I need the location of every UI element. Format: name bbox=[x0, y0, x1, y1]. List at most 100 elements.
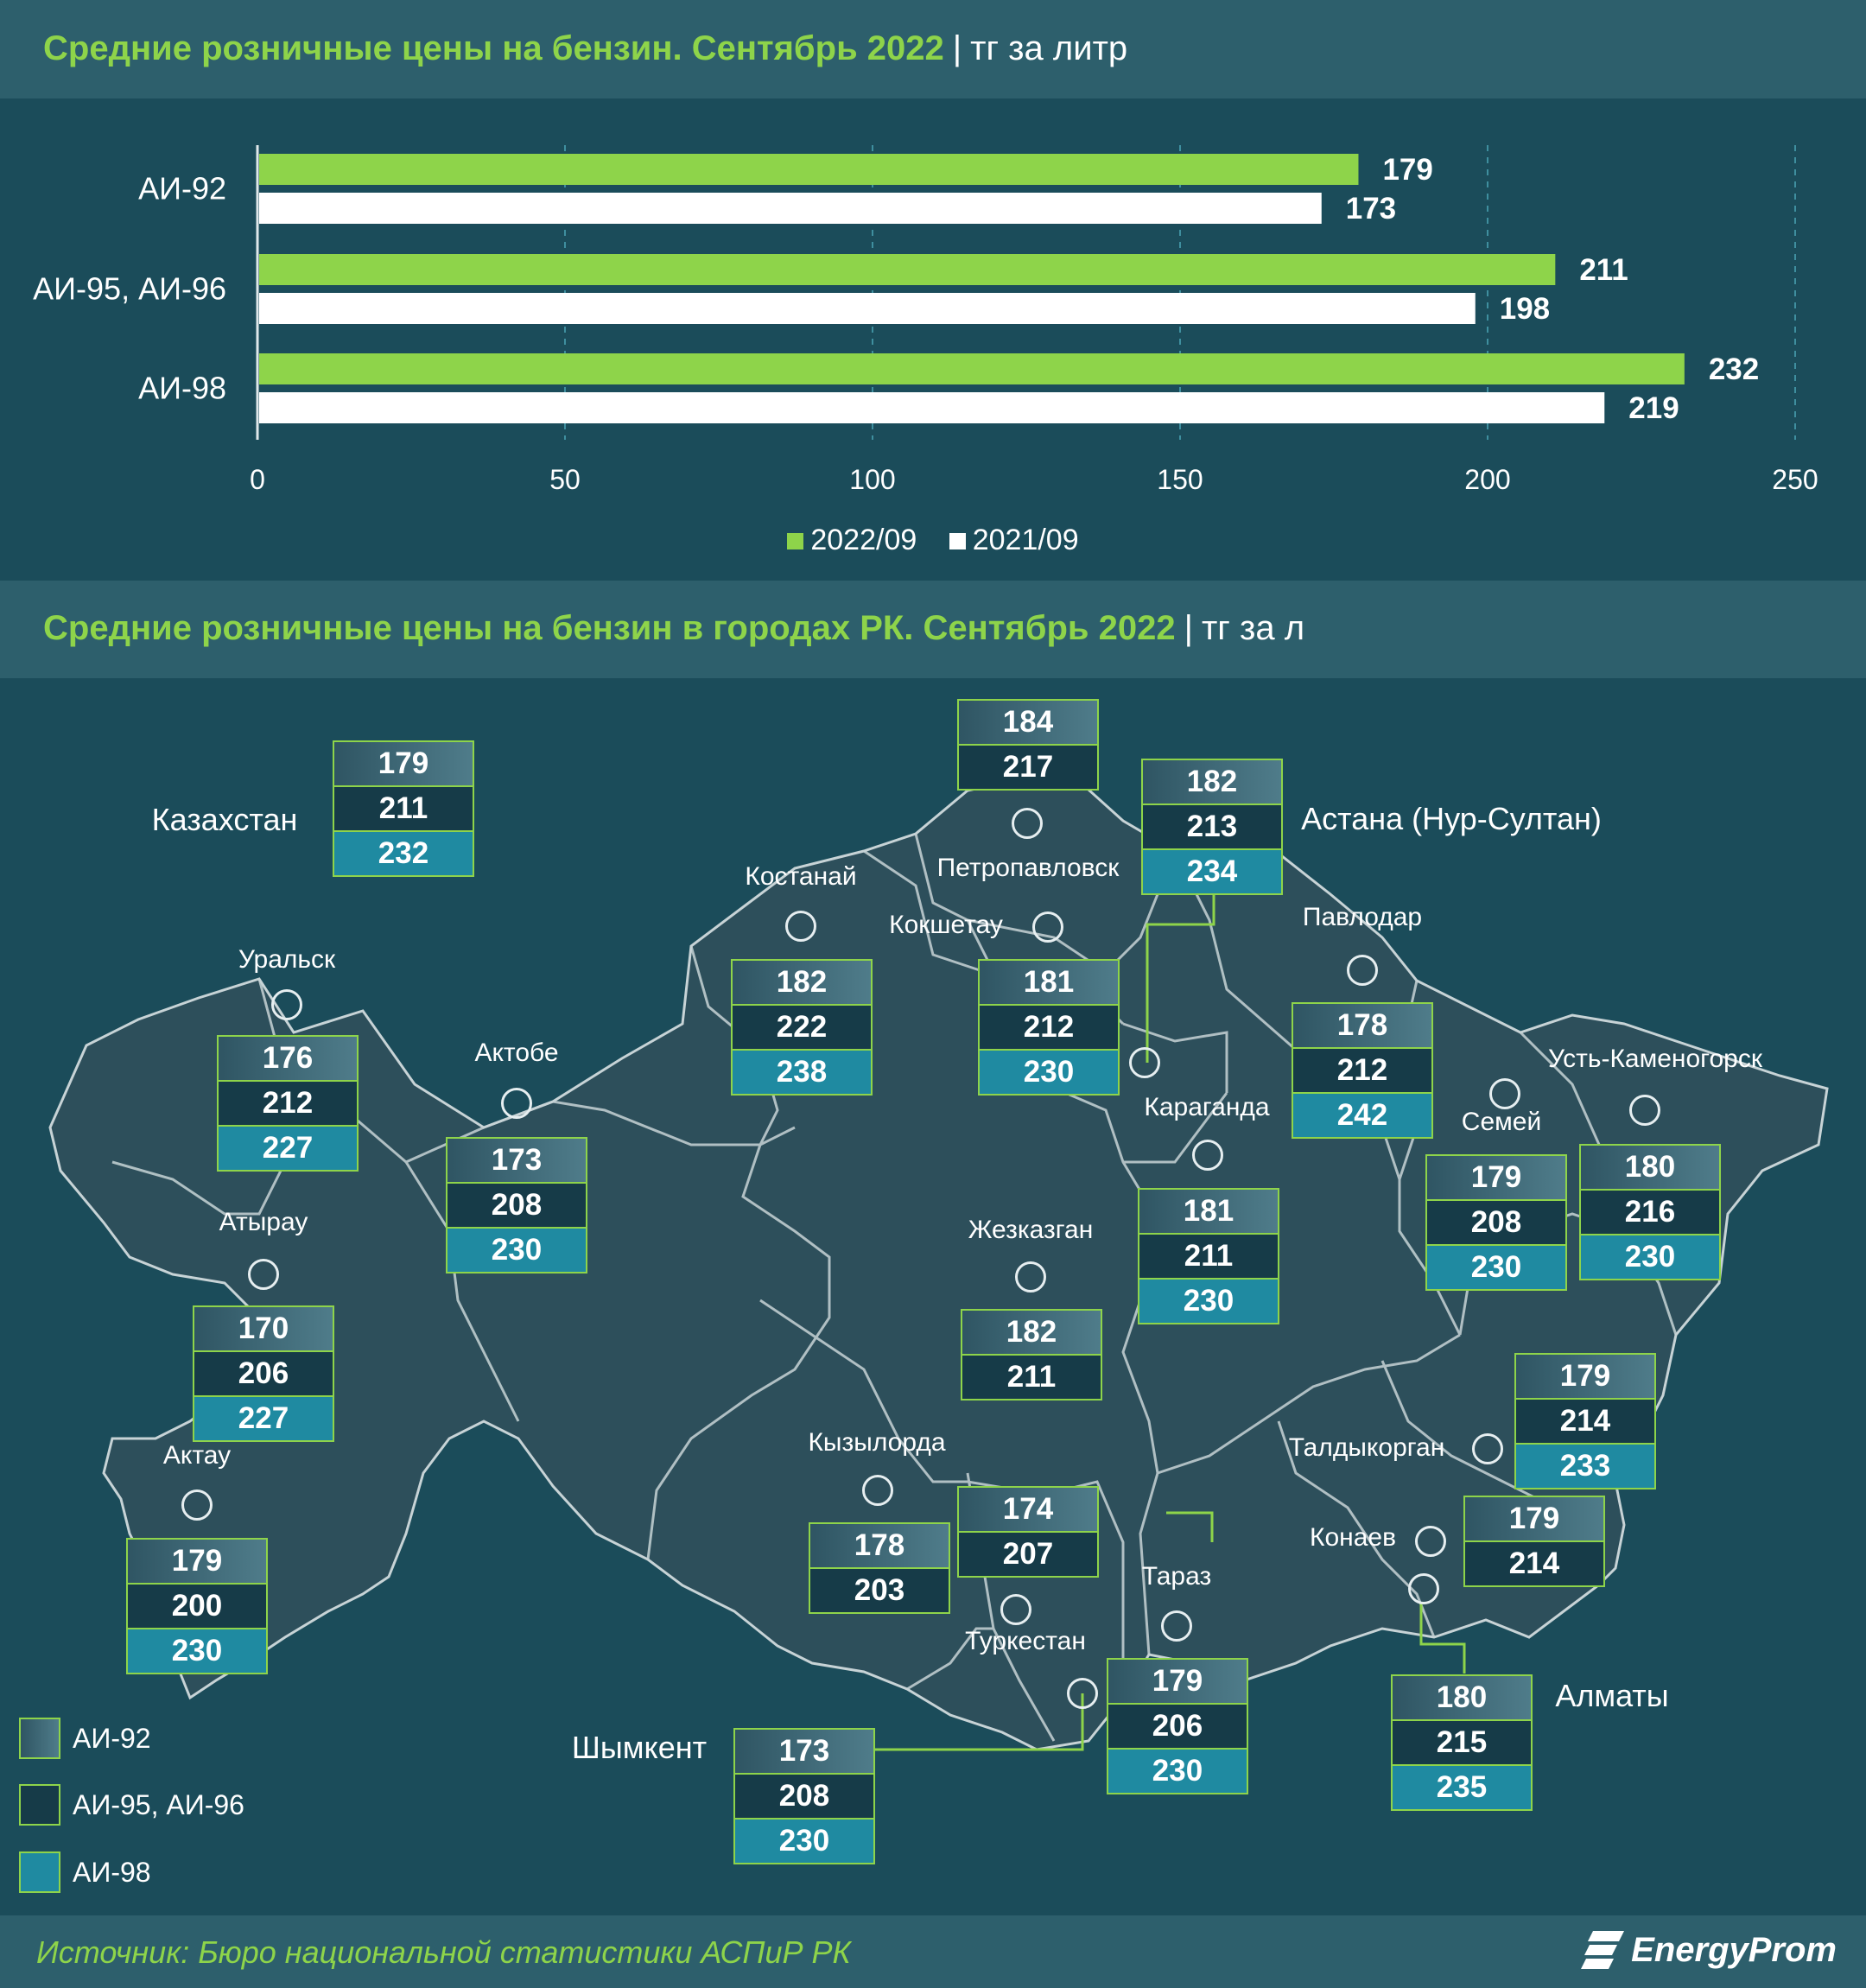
price-box-uralsk: 176 212 227 bbox=[217, 1035, 359, 1172]
price-ai95: 207 bbox=[959, 1533, 1097, 1576]
marker-semey bbox=[1489, 1078, 1520, 1109]
bar-value-label: 179 bbox=[1382, 153, 1432, 187]
marker-turkestan bbox=[1000, 1594, 1031, 1625]
city-label-aktau: Актау bbox=[162, 1441, 232, 1470]
category-label: АИ-98 bbox=[138, 371, 226, 406]
price-ai95: 214 bbox=[1516, 1400, 1654, 1445]
price-ai98: 227 bbox=[194, 1397, 333, 1440]
city-label-shymkent: Шымкент bbox=[571, 1730, 708, 1765]
price-ai95: 203 bbox=[810, 1569, 949, 1612]
price-ai92: 173 bbox=[447, 1139, 586, 1184]
city-label-ust-kamenogorsk: Усть-Каменогорск bbox=[1548, 1045, 1762, 1073]
price-ai92: 176 bbox=[219, 1037, 357, 1082]
price-ai95: 214 bbox=[1465, 1542, 1603, 1585]
price-ai92: 182 bbox=[733, 961, 871, 1006]
price-box-kostanay: 182 222 238 bbox=[731, 959, 873, 1096]
price-ai98: 230 bbox=[735, 1820, 873, 1863]
x-tick-label: 150 bbox=[1157, 464, 1203, 495]
price-ai98: 232 bbox=[334, 832, 473, 875]
price-ai98: 230 bbox=[128, 1629, 266, 1673]
price-box-kazakhstan: 179 211 232 bbox=[333, 740, 474, 877]
fuel-price-bar-chart: 0 50 100 150 200 250 АИ-92 179 173 АИ-95, АИ-96 21… bbox=[33, 145, 1818, 495]
price-ai92: 179 bbox=[128, 1540, 266, 1585]
price-box-astana: 182 213 234 bbox=[1141, 759, 1283, 895]
city-label-kyzylorda: Кызылорда bbox=[808, 1428, 946, 1457]
bar-value-label: 211 bbox=[1579, 253, 1628, 287]
price-ai95: 213 bbox=[1143, 805, 1281, 850]
marker-aktau bbox=[181, 1489, 213, 1521]
marker-pavlodar bbox=[1347, 955, 1378, 986]
price-box-turkestan: 174 207 bbox=[957, 1486, 1099, 1578]
kazakhstan-map bbox=[48, 776, 1829, 1751]
map-title-separator: | bbox=[1184, 609, 1193, 647]
price-ai92: 178 bbox=[1293, 1004, 1431, 1049]
price-box-kyzylorda: 178 203 bbox=[809, 1522, 950, 1614]
chart-title-band: Средние розничные цены на бензин. Сентяб… bbox=[0, 0, 1866, 98]
map-legend-swatch-ai98 bbox=[19, 1851, 60, 1893]
price-ai98: 235 bbox=[1393, 1766, 1531, 1809]
marker-aktobe bbox=[501, 1088, 532, 1119]
price-ai95: 212 bbox=[1293, 1049, 1431, 1094]
city-label-konaev: Конаев bbox=[1309, 1523, 1397, 1552]
price-box-konaev: 179 214 bbox=[1463, 1496, 1605, 1587]
price-ai92: 173 bbox=[735, 1730, 873, 1775]
price-ai95: 206 bbox=[194, 1352, 333, 1397]
price-ai95: 208 bbox=[447, 1184, 586, 1229]
price-ai95: 216 bbox=[1581, 1191, 1719, 1235]
x-tick-label: 50 bbox=[549, 464, 581, 495]
price-ai95: 212 bbox=[219, 1082, 357, 1127]
price-box-zhezkazgan: 182 211 bbox=[961, 1309, 1102, 1400]
price-ai95: 211 bbox=[334, 787, 473, 832]
legend-item-2021: 2021/09 bbox=[949, 524, 1079, 557]
price-box-semey: 179 208 230 bbox=[1425, 1154, 1567, 1291]
city-label-aktobe: Актобе bbox=[474, 1038, 559, 1067]
price-ai98: 234 bbox=[1143, 850, 1281, 893]
price-ai95: 215 bbox=[1393, 1721, 1531, 1766]
price-ai92: 170 bbox=[194, 1307, 333, 1352]
legend-label-2022: 2022/09 bbox=[810, 524, 917, 556]
price-ai95: 208 bbox=[735, 1775, 873, 1820]
price-box-almaty: 180 215 235 bbox=[1391, 1674, 1533, 1811]
chart-title-unit: тг за литр bbox=[970, 29, 1128, 67]
map-legend-label-ai92: АИ-92 bbox=[73, 1722, 151, 1754]
price-ai92: 180 bbox=[1581, 1146, 1719, 1191]
price-ai92: 179 bbox=[1108, 1660, 1247, 1705]
price-ai95: 200 bbox=[128, 1585, 266, 1629]
legend-swatch-2021 bbox=[949, 533, 966, 549]
city-label-taldykorgan: Талдыкорган bbox=[1288, 1433, 1445, 1462]
map-title-text: Средние розничные цены на бензин в город… bbox=[43, 609, 1176, 647]
x-tick-label: 250 bbox=[1772, 464, 1818, 495]
bar-2022-09 bbox=[259, 254, 1556, 285]
marker-kokshetau bbox=[1032, 911, 1063, 943]
price-ai92: 178 bbox=[810, 1524, 949, 1569]
city-label-almaty: Алматы bbox=[1555, 1678, 1669, 1713]
category-label: АИ-92 bbox=[138, 171, 226, 206]
price-ai92: 174 bbox=[959, 1488, 1097, 1533]
bar-2021-09 bbox=[259, 193, 1322, 224]
city-label-kokshetau: Кокшетау bbox=[889, 911, 1003, 939]
price-ai98: 230 bbox=[980, 1051, 1118, 1094]
bar-2021-09 bbox=[259, 293, 1476, 324]
legend-item-2022: 2022/09 bbox=[787, 524, 917, 557]
marker-karaganda bbox=[1192, 1140, 1223, 1171]
price-box-pavlodar: 178 212 242 bbox=[1292, 1002, 1433, 1139]
price-box-petropavlovsk: 184 217 bbox=[957, 699, 1099, 791]
price-ai92: 179 bbox=[1516, 1355, 1654, 1400]
x-tick-label: 200 bbox=[1464, 464, 1510, 495]
price-ai92: 179 bbox=[1465, 1497, 1603, 1542]
price-ai92: 179 bbox=[334, 742, 473, 787]
chart-legend: 2022/09 2021/09 bbox=[0, 524, 1866, 557]
price-ai98: 230 bbox=[447, 1229, 586, 1272]
price-ai95: 208 bbox=[1427, 1201, 1565, 1246]
map-legend-swatch-ai92 bbox=[19, 1718, 60, 1759]
price-ai98: 227 bbox=[219, 1127, 357, 1170]
price-ai98: 238 bbox=[733, 1051, 871, 1094]
price-ai95: 211 bbox=[1139, 1235, 1278, 1280]
marker-taraz bbox=[1161, 1610, 1192, 1642]
energyprom-logo-text: EnergyProm bbox=[1631, 1930, 1837, 1969]
price-ai92: 182 bbox=[962, 1311, 1101, 1356]
city-label-zhezkazgan: Жезказган bbox=[968, 1216, 1094, 1244]
kazakhstan-map-area: Казахстан Петропавловск Астана (Нур-Султ… bbox=[0, 678, 1866, 1915]
map-legend-label-ai95: АИ-95, АИ-96 bbox=[73, 1788, 244, 1820]
source-note: Источник: Бюро национальной статистики А… bbox=[36, 1934, 851, 1970]
